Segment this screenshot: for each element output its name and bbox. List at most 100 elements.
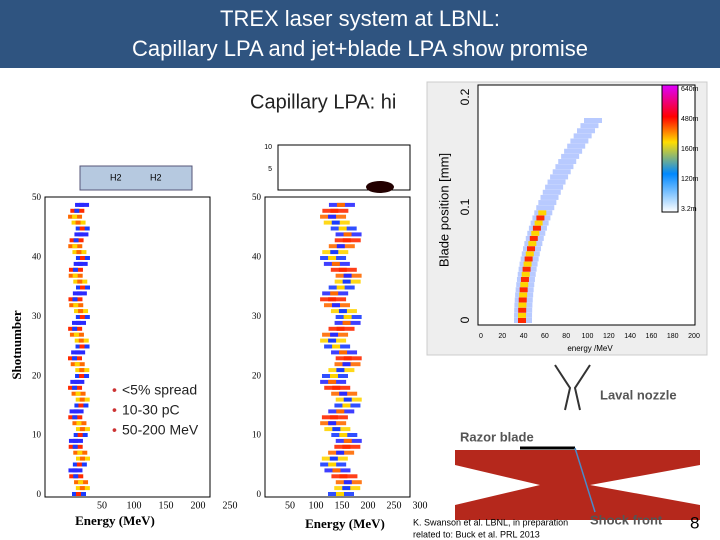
y-tick-label: 0.1	[458, 198, 472, 215]
trace	[72, 244, 78, 249]
colorbar-label: 640m	[681, 86, 699, 93]
trace	[564, 148, 583, 154]
trace	[72, 468, 78, 473]
laser-beam	[455, 450, 700, 520]
trace	[343, 480, 352, 485]
trace	[72, 267, 78, 272]
trace	[72, 326, 78, 331]
trace	[545, 184, 564, 190]
y-tick-label: 30	[252, 311, 262, 321]
trace	[330, 208, 339, 213]
trace	[336, 244, 345, 249]
trace	[339, 433, 348, 437]
x-tick-label: 0	[479, 333, 483, 340]
trace	[531, 230, 540, 236]
x-tick-label: 100	[127, 500, 142, 511]
trace	[74, 208, 80, 213]
trace	[329, 374, 338, 378]
trace	[72, 356, 78, 361]
trace	[75, 220, 81, 225]
x-tick-label: 160	[646, 333, 658, 340]
trace	[343, 315, 352, 319]
trace	[328, 297, 337, 302]
trace	[79, 486, 85, 491]
y-tick-label: 50	[252, 192, 262, 202]
trace	[518, 312, 527, 318]
trace	[76, 462, 82, 467]
bullet: 50-200 MeV	[122, 422, 199, 438]
trace	[332, 385, 341, 390]
y-tick-label: 10	[252, 430, 262, 440]
trace	[336, 202, 345, 207]
x-axis-label: Energy (MeV)	[75, 513, 155, 528]
trace	[336, 450, 345, 455]
trace	[73, 303, 79, 308]
trace	[72, 273, 78, 278]
trace	[336, 326, 345, 331]
y-axis-label: Shotnumber	[9, 310, 24, 380]
trace	[521, 271, 530, 277]
trace	[538, 200, 557, 206]
trace	[534, 220, 543, 226]
trace	[79, 368, 85, 373]
x-tick-label: 80	[562, 333, 570, 340]
bullet-dot: •	[112, 402, 117, 418]
trace	[72, 444, 78, 449]
trace	[73, 238, 79, 243]
nozzle	[554, 364, 591, 411]
trace	[570, 138, 589, 144]
trace	[76, 250, 82, 255]
y-tick-label: 10	[32, 430, 42, 440]
trace	[536, 205, 555, 211]
trace	[577, 128, 596, 134]
trace	[79, 285, 85, 290]
trace	[538, 210, 547, 216]
x-tick-label: 100	[309, 500, 324, 511]
shock-line	[574, 447, 596, 513]
trace	[73, 474, 79, 479]
trace	[339, 350, 348, 355]
x-tick-label: 250	[387, 500, 402, 511]
trace	[72, 415, 78, 420]
trace	[518, 302, 527, 308]
trace	[332, 468, 341, 473]
trace	[343, 273, 352, 278]
y-tick-label: 0	[257, 489, 262, 499]
top-tick-label: 10	[264, 144, 272, 151]
trace	[79, 202, 85, 207]
trace	[580, 123, 599, 129]
trace	[328, 462, 337, 467]
y-tick-label: 0.2	[458, 88, 472, 105]
trace	[77, 261, 83, 266]
y-tick-label: 0	[37, 489, 42, 499]
trace	[342, 486, 351, 491]
trace	[78, 403, 84, 408]
top-tick-label: 5	[268, 166, 272, 173]
diagram-label: Razor blade	[460, 429, 534, 444]
citation: K. Swanson et al. LBNL, in preparation	[413, 517, 568, 527]
trace	[77, 450, 83, 455]
diagram-label: Laval nozzle	[600, 387, 677, 402]
trace	[336, 409, 345, 414]
trace	[72, 385, 78, 390]
trace	[79, 315, 85, 319]
gas-label: H2	[110, 172, 122, 182]
trace	[75, 391, 81, 396]
x-tick-label: 200	[191, 500, 206, 511]
trace	[331, 220, 340, 225]
trace	[342, 320, 351, 325]
x-tick-label: 200	[361, 500, 376, 511]
trace	[342, 444, 351, 449]
trace	[72, 214, 78, 219]
trace	[77, 279, 83, 284]
colorbar-label: 480m	[681, 116, 699, 123]
x-tick-label: 150	[335, 500, 350, 511]
trace	[561, 153, 580, 159]
plot-frame	[44, 196, 211, 498]
x-axis-label: Energy (MeV)	[305, 516, 385, 531]
trace	[518, 297, 527, 303]
colorbar-label: 3.2m	[681, 206, 697, 213]
trace	[555, 164, 574, 170]
trace	[520, 276, 529, 282]
trace	[78, 338, 84, 343]
